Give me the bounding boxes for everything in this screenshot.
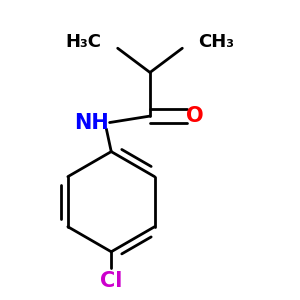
Text: NH: NH bbox=[74, 112, 109, 133]
Text: CH₃: CH₃ bbox=[199, 33, 235, 51]
Text: H₃C: H₃C bbox=[65, 33, 101, 51]
Text: O: O bbox=[186, 106, 204, 126]
Text: Cl: Cl bbox=[100, 271, 122, 291]
